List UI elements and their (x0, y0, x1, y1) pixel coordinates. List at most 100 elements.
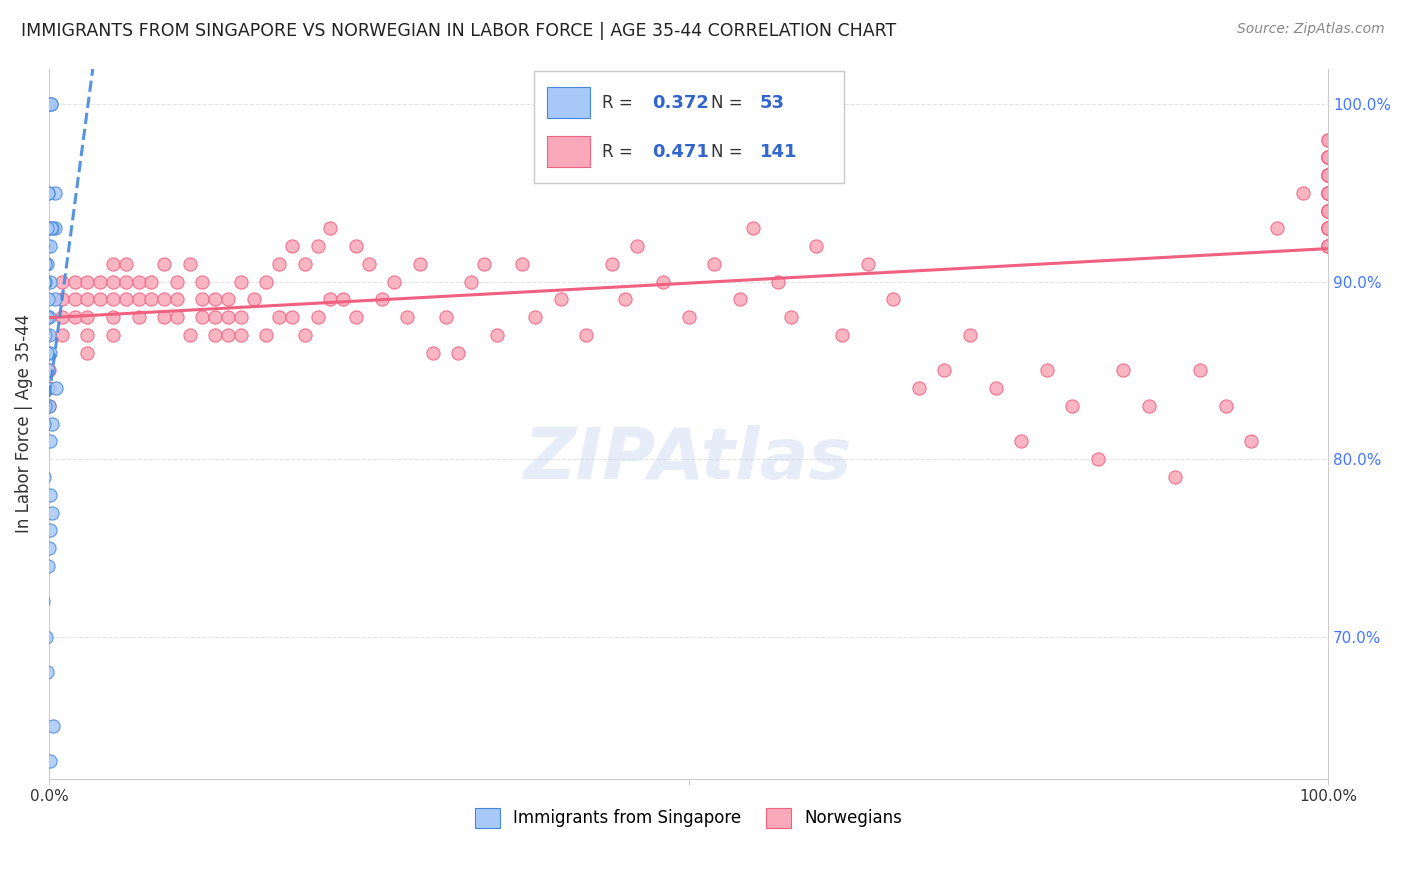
Point (128, 310, 150, 325)
Text: IMMIGRANTS FROM SINGAPORE VS NORWEGIAN IN LABOR FORCE | AGE 35-44 CORRELATION CH: IMMIGRANTS FROM SINGAPORE VS NORWEGIAN I… (21, 22, 897, 40)
Point (626, 239, 648, 253)
Point (128, 293, 150, 307)
Point (41, 97, 63, 112)
Point (1317, 168, 1340, 182)
Point (141, 293, 163, 307)
Point (37, 221, 59, 235)
Point (1215, 399, 1237, 413)
Point (1163, 470, 1185, 484)
Point (1137, 399, 1160, 413)
Point (51, 310, 73, 325)
Point (1317, 221, 1340, 235)
Point (524, 310, 547, 325)
Point (44, 293, 66, 307)
Point (217, 327, 239, 342)
Point (39, 221, 62, 235)
Point (934, 363, 956, 377)
Point (38, 434, 60, 449)
Point (39, 275, 62, 289)
Text: Source: ZipAtlas.com: Source: ZipAtlas.com (1237, 22, 1385, 37)
Point (35, 310, 58, 325)
Text: R =: R = (602, 94, 638, 112)
Bar (547, 87, 591, 119)
Point (1317, 150, 1340, 164)
Point (1317, 168, 1340, 182)
Point (575, 327, 598, 342)
Point (32, 470, 55, 484)
Point (1317, 239, 1340, 253)
Point (1035, 363, 1057, 377)
Point (101, 310, 124, 325)
Point (1317, 186, 1340, 200)
Point (101, 257, 124, 271)
Point (332, 293, 354, 307)
Point (89, 293, 111, 307)
Point (38, 523, 60, 537)
Point (831, 327, 853, 342)
Point (281, 239, 304, 253)
Point (344, 239, 367, 253)
Point (1112, 363, 1135, 377)
Point (856, 257, 879, 271)
Point (1291, 186, 1313, 200)
Point (382, 275, 405, 289)
Point (34, 275, 56, 289)
Point (319, 293, 342, 307)
Point (229, 310, 252, 325)
Point (217, 293, 239, 307)
Point (1317, 221, 1340, 235)
Point (1317, 150, 1340, 164)
Point (1010, 434, 1032, 449)
Point (191, 275, 214, 289)
Point (141, 275, 163, 289)
Point (1317, 168, 1340, 182)
Point (204, 327, 226, 342)
Point (780, 310, 803, 325)
Point (76, 310, 98, 325)
Point (357, 257, 380, 271)
Point (37, 186, 59, 200)
Point (613, 293, 636, 307)
Legend: Immigrants from Singapore, Norwegians: Immigrants from Singapore, Norwegians (468, 801, 910, 835)
Point (63, 310, 86, 325)
Point (37, 221, 59, 235)
Point (1317, 186, 1340, 200)
Point (600, 257, 623, 271)
Point (63, 275, 86, 289)
Point (460, 275, 482, 289)
Point (409, 257, 432, 271)
Point (907, 381, 929, 395)
Point (984, 381, 1007, 395)
Point (703, 257, 725, 271)
Point (45, 381, 67, 395)
Point (42, 718, 65, 732)
Point (51, 275, 73, 289)
Point (1317, 150, 1340, 164)
Point (41, 221, 63, 235)
Text: 141: 141 (761, 143, 797, 161)
Point (41, 417, 63, 431)
Point (191, 310, 214, 325)
Point (37, 293, 59, 307)
Point (32, 310, 55, 325)
Point (101, 275, 124, 289)
Point (344, 310, 367, 325)
Point (550, 293, 572, 307)
Point (51, 293, 73, 307)
Point (1317, 221, 1340, 235)
Point (652, 275, 675, 289)
Point (31, 807, 53, 822)
Point (37, 97, 59, 112)
Point (38, 541, 60, 555)
Point (242, 293, 264, 307)
Point (254, 275, 277, 289)
Point (1317, 186, 1340, 200)
Point (1317, 132, 1340, 146)
Point (1317, 186, 1340, 200)
Point (294, 257, 316, 271)
Point (229, 275, 252, 289)
Point (307, 239, 329, 253)
Point (38, 381, 60, 395)
Point (31, 239, 53, 253)
Point (114, 257, 136, 271)
